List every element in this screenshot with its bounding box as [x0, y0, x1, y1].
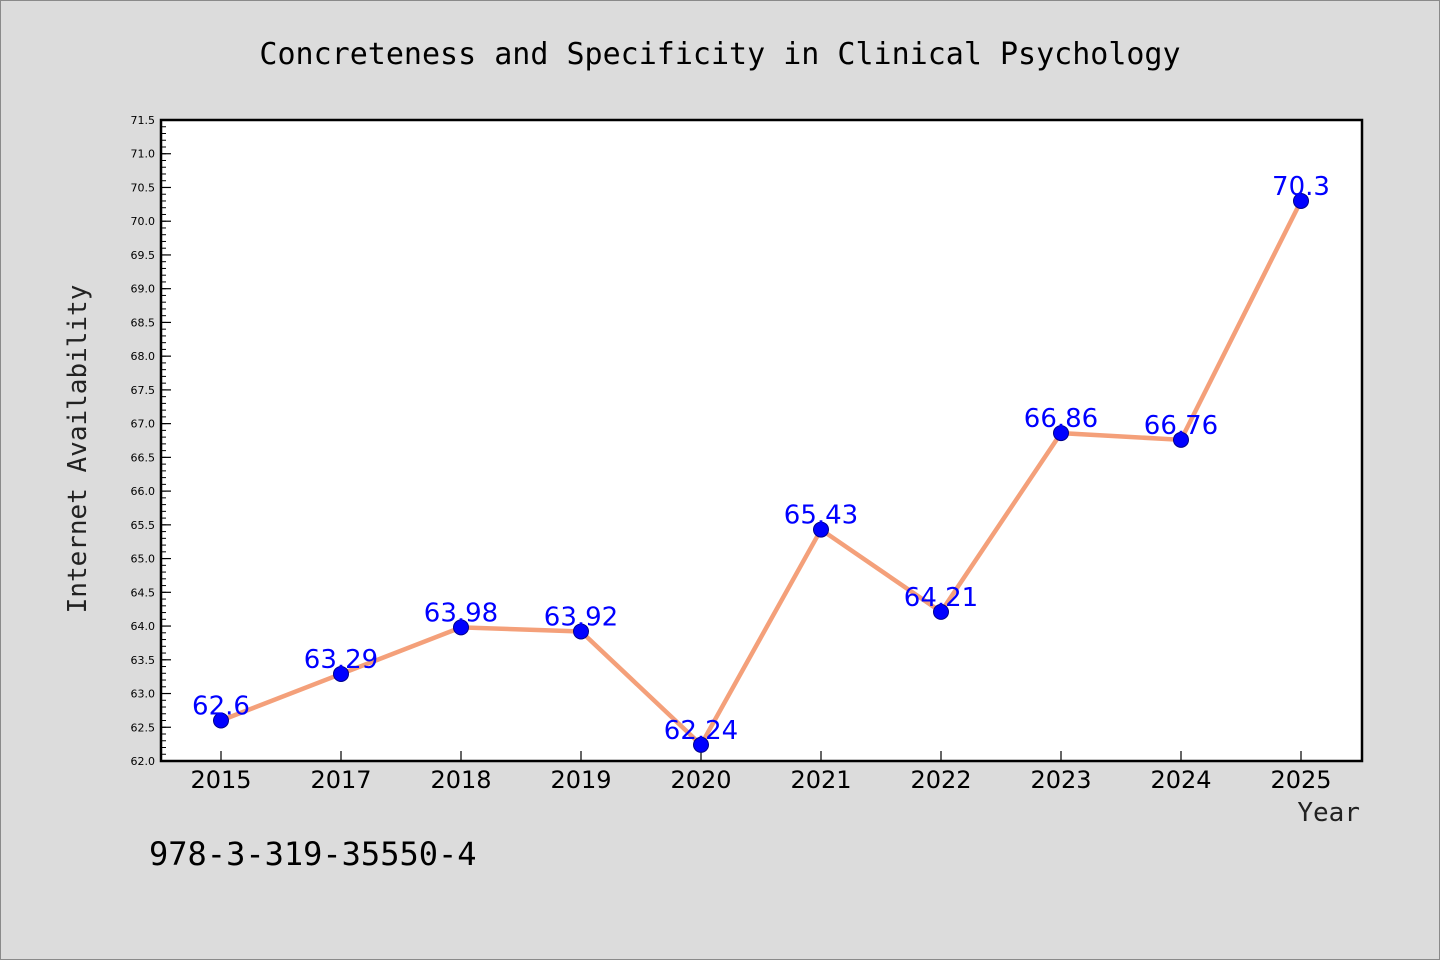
y-tick-label: 71.0 [131, 148, 156, 161]
y-tick-label: 70.5 [131, 181, 156, 194]
data-point [693, 736, 709, 753]
series-line [220, 199, 1304, 749]
data-label: 65.43 [784, 501, 858, 531]
data-label: 70.3 [1272, 172, 1330, 202]
data-point [213, 712, 229, 729]
chart-title: Concreteness and Specificity in Clinical… [259, 37, 1180, 72]
y-tick-label: 63.0 [131, 688, 156, 701]
data-label: 66.76 [1144, 411, 1218, 441]
y-tick-label: 63.5 [131, 654, 156, 667]
data-label: 62.6 [192, 692, 250, 722]
x-tick-label: 2025 [1270, 766, 1331, 794]
y-tick-label: 69.0 [131, 283, 156, 296]
x-tick-label: 2022 [910, 766, 971, 794]
y-tick-label: 69.5 [131, 249, 156, 262]
y-tick-label: 64.0 [131, 620, 156, 633]
y-tick-label: 64.5 [131, 586, 156, 599]
data-point [1053, 425, 1069, 442]
data-point [333, 665, 349, 682]
data-point [1293, 192, 1309, 209]
y-tick-label: 67.5 [131, 384, 156, 397]
y-axis-ticks: 62.0 62.5 63.0 63.5 64.0 64.5 65.0 65.5 66.0 66.5… [131, 114, 171, 768]
x-tick-label: 2024 [1150, 766, 1211, 794]
y-tick-label: 67.0 [131, 418, 156, 431]
y-tick-label: 71.5 [131, 114, 156, 127]
x-axis-ticks: 2015 2017 2018 2019 2020 2021 2022 2023 2024 2025 [190, 751, 1332, 794]
y-tick-label: 66.5 [131, 451, 156, 464]
y-tick-label: 62.5 [131, 721, 156, 734]
y-axis-label: Internet Availability [63, 285, 93, 614]
y-tick-label: 66.0 [131, 485, 156, 498]
x-axis-label: Year [1297, 798, 1360, 828]
y-tick-label: 62.0 [131, 755, 156, 768]
x-tick-label: 2021 [790, 766, 851, 794]
footer-code: 978-3-319-35550-4 [149, 835, 477, 873]
x-tick-label: 2015 [190, 766, 251, 794]
x-tick-label: 2019 [550, 766, 611, 794]
data-label: 66.86 [1024, 404, 1098, 434]
data-label: 63.98 [424, 598, 498, 628]
x-tick-label: 2023 [1030, 766, 1091, 794]
data-point [933, 603, 949, 620]
data-label: 64.21 [904, 583, 978, 613]
data-label: 63.92 [544, 602, 618, 632]
y-tick-label: 70.0 [131, 215, 156, 228]
x-tick-label: 2018 [430, 766, 491, 794]
x-tick-label: 2017 [310, 766, 371, 794]
data-point [1173, 431, 1189, 448]
data-point [813, 521, 829, 538]
data-point [573, 623, 589, 640]
y-tick-label: 65.5 [131, 519, 156, 532]
x-tick-label: 2020 [670, 766, 731, 794]
y-tick-label: 68.0 [131, 350, 156, 363]
y-tick-label: 68.5 [131, 316, 156, 329]
data-point [453, 619, 469, 636]
y-tick-label: 65.0 [131, 553, 156, 566]
series-layer: 62.6 63.29 63.98 63.92 62.24 65.43 64.21 66.86 6… [192, 172, 1330, 753]
data-label: 62.24 [664, 716, 738, 746]
data-label: 63.29 [304, 645, 378, 675]
